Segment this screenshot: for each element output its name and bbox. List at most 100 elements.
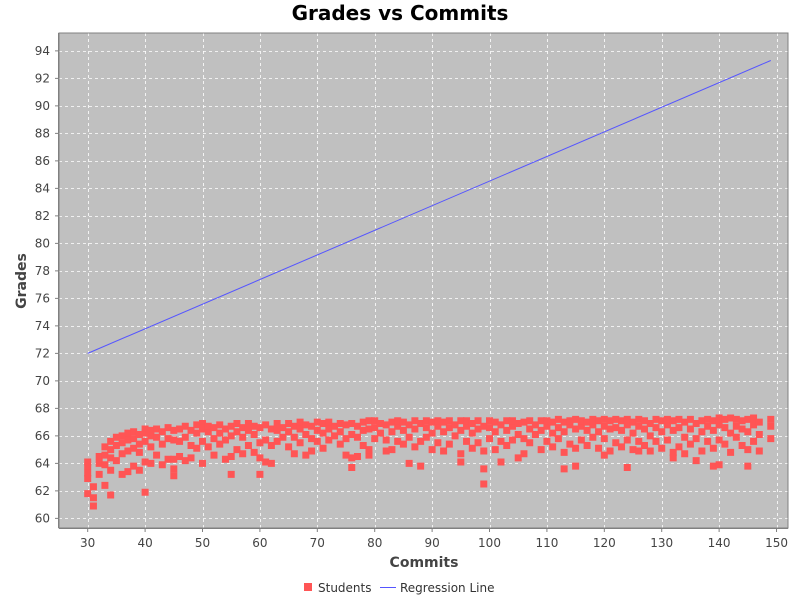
student-point — [560, 418, 568, 426]
student-point — [600, 435, 608, 443]
student-point — [704, 422, 712, 430]
student-point — [331, 422, 339, 430]
student-point — [107, 491, 115, 499]
student-point — [577, 436, 585, 444]
y-tick-label: 86 — [35, 154, 50, 168]
student-point — [279, 433, 287, 441]
y-tick-label: 74 — [35, 319, 50, 333]
student-point — [755, 431, 763, 438]
student-point — [618, 417, 626, 425]
student-point — [244, 420, 252, 427]
student-point — [124, 447, 132, 455]
student-point — [755, 447, 763, 455]
student-point — [612, 415, 620, 423]
student-point — [210, 451, 218, 459]
student-point — [256, 424, 264, 432]
student-point — [107, 466, 115, 474]
student-point — [95, 470, 103, 478]
student-point — [721, 424, 729, 432]
student-point — [204, 443, 212, 451]
student-point — [595, 444, 603, 452]
student-point — [497, 421, 505, 429]
student-point — [267, 425, 275, 433]
student-point — [308, 447, 316, 455]
student-point — [663, 436, 671, 444]
student-point — [147, 443, 155, 451]
student-point — [554, 435, 562, 443]
student-point — [491, 428, 499, 436]
regression-line — [87, 60, 771, 354]
student-point — [170, 436, 178, 444]
student-point — [457, 450, 465, 458]
student-point — [239, 433, 247, 441]
student-point — [422, 424, 430, 432]
student-point — [698, 447, 706, 455]
x-tick-label: 30 — [80, 536, 95, 550]
student-point — [480, 465, 488, 473]
student-point — [141, 488, 149, 496]
student-point — [382, 447, 390, 455]
x-tick-label: 60 — [252, 536, 267, 550]
student-point — [600, 451, 608, 459]
student-point — [290, 450, 298, 458]
plot-area — [59, 33, 788, 528]
student-point — [554, 424, 562, 432]
student-point — [176, 425, 184, 433]
student-point — [658, 428, 666, 436]
student-point — [715, 421, 723, 429]
student-point — [663, 421, 671, 429]
student-point — [187, 442, 195, 449]
student-point — [474, 417, 482, 425]
student-point — [537, 426, 545, 434]
student-point — [750, 437, 758, 445]
student-point — [147, 459, 155, 467]
y-tick-label: 84 — [35, 181, 50, 195]
student-point — [371, 417, 379, 425]
student-point — [635, 447, 643, 455]
student-point — [692, 420, 700, 427]
student-point — [709, 444, 717, 452]
student-point — [176, 453, 184, 460]
student-point — [405, 421, 413, 429]
student-point — [508, 422, 516, 430]
student-point — [135, 466, 143, 474]
student-point — [463, 437, 471, 445]
student-point — [629, 418, 637, 426]
student-point — [118, 470, 126, 478]
student-point — [468, 444, 476, 452]
student-point — [732, 433, 740, 441]
student-point — [199, 420, 207, 427]
student-point — [457, 458, 465, 466]
student-point — [233, 428, 241, 436]
student-point — [124, 468, 132, 476]
y-tick-label: 68 — [35, 401, 50, 415]
student-point — [767, 422, 775, 430]
student-point — [233, 446, 241, 454]
student-point — [526, 417, 534, 425]
student-point — [635, 422, 643, 430]
regression-line-layer — [87, 60, 771, 354]
student-point — [520, 435, 528, 443]
student-point — [118, 439, 126, 447]
student-point — [709, 417, 717, 425]
student-point — [336, 428, 344, 436]
student-point — [193, 444, 201, 452]
legend-students-marker — [304, 583, 312, 591]
student-point — [549, 418, 557, 426]
student-point — [405, 459, 413, 467]
student-point — [629, 446, 637, 454]
student-point — [101, 443, 109, 451]
student-point — [434, 439, 442, 447]
student-point — [376, 420, 384, 427]
student-point — [365, 446, 373, 454]
student-point — [394, 422, 402, 430]
student-point — [164, 455, 172, 463]
student-point — [376, 429, 384, 437]
student-point — [353, 433, 361, 441]
student-point — [572, 444, 580, 452]
student-point — [135, 431, 143, 438]
student-point — [486, 424, 494, 432]
student-point — [216, 440, 224, 448]
student-point — [210, 424, 218, 432]
